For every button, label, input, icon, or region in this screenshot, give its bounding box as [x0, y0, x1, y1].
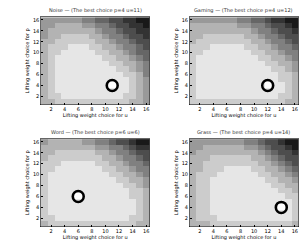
svg-text:2: 2: [185, 93, 188, 99]
svg-text:Lifting weight choice for p: Lifting weight choice for p: [24, 28, 31, 93]
svg-text:10: 10: [102, 228, 108, 234]
svg-text:2: 2: [185, 215, 188, 221]
svg-text:6: 6: [225, 228, 228, 234]
svg-text:12: 12: [116, 228, 122, 234]
svg-text:14: 14: [278, 228, 284, 234]
svg-text:4: 4: [63, 106, 66, 112]
svg-text:10: 10: [182, 171, 188, 177]
svg-text:10: 10: [102, 106, 108, 112]
svg-text:2: 2: [198, 228, 201, 234]
svg-text:8: 8: [185, 182, 188, 188]
svg-text:16: 16: [292, 228, 298, 234]
svg-text:10: 10: [33, 49, 39, 55]
svg-text:12: 12: [265, 228, 271, 234]
svg-text:Lifting weight choice for p: Lifting weight choice for p: [24, 150, 31, 215]
svg-text:4: 4: [36, 204, 39, 210]
svg-text:Lifting weight choice for u: Lifting weight choice for u: [63, 234, 128, 241]
svg-text:14: 14: [129, 228, 135, 234]
svg-text:Lifting weight choice for p: Lifting weight choice for p: [173, 150, 180, 215]
svg-text:6: 6: [185, 71, 188, 77]
svg-text:Lifting weight choice for u: Lifting weight choice for u: [211, 234, 276, 241]
svg-text:8: 8: [239, 106, 242, 112]
svg-text:6: 6: [36, 71, 39, 77]
svg-text:6: 6: [77, 106, 80, 112]
svg-text:Word — (The best choice p=6 u=: Word — (The best choice p=6 u=6): [51, 129, 140, 136]
svg-text:4: 4: [36, 82, 39, 88]
svg-text:4: 4: [63, 228, 66, 234]
svg-text:2: 2: [198, 106, 201, 112]
svg-text:8: 8: [185, 60, 188, 66]
svg-text:2: 2: [49, 106, 52, 112]
svg-text:16: 16: [182, 17, 188, 23]
svg-text:16: 16: [33, 139, 39, 145]
svg-text:14: 14: [33, 28, 39, 34]
svg-text:12: 12: [182, 160, 188, 166]
svg-text:6: 6: [36, 193, 39, 199]
svg-text:14: 14: [182, 150, 188, 156]
svg-text:2: 2: [49, 228, 52, 234]
svg-text:14: 14: [278, 106, 284, 112]
svg-text:6: 6: [77, 228, 80, 234]
svg-text:4: 4: [185, 82, 188, 88]
svg-text:10: 10: [251, 228, 257, 234]
svg-text:Lifting weight choice for u: Lifting weight choice for u: [211, 112, 276, 119]
svg-text:12: 12: [116, 106, 122, 112]
svg-text:4: 4: [185, 204, 188, 210]
svg-text:16: 16: [33, 17, 39, 23]
svg-text:10: 10: [33, 171, 39, 177]
svg-text:12: 12: [265, 106, 271, 112]
svg-text:6: 6: [225, 106, 228, 112]
svg-text:12: 12: [182, 39, 188, 45]
svg-text:Lifting weight choice for u: Lifting weight choice for u: [63, 112, 128, 119]
svg-text:2: 2: [36, 93, 39, 99]
svg-text:14: 14: [182, 28, 188, 34]
svg-text:6: 6: [185, 193, 188, 199]
svg-text:12: 12: [33, 160, 39, 166]
svg-text:16: 16: [292, 106, 298, 112]
svg-text:10: 10: [182, 49, 188, 55]
svg-text:Grass — (The best choice p=4 u: Grass — (The best choice p=4 u=14): [197, 129, 290, 136]
svg-text:16: 16: [182, 139, 188, 145]
svg-text:Gaming — (The best choice p=4: Gaming — (The best choice p=4 u=12): [194, 7, 293, 14]
svg-text:12: 12: [33, 39, 39, 45]
svg-text:14: 14: [33, 150, 39, 156]
svg-text:4: 4: [212, 228, 215, 234]
svg-text:4: 4: [212, 106, 215, 112]
svg-text:8: 8: [90, 228, 93, 234]
svg-text:8: 8: [36, 60, 39, 66]
svg-text:16: 16: [143, 228, 149, 234]
svg-text:8: 8: [90, 106, 93, 112]
svg-text:Noise — (The best choice p=4 u: Noise — (The best choice p=4 u=11): [49, 7, 142, 14]
svg-text:8: 8: [36, 182, 39, 188]
svg-text:16: 16: [143, 106, 149, 112]
svg-text:8: 8: [239, 228, 242, 234]
svg-text:Lifting weight choice for p: Lifting weight choice for p: [173, 28, 180, 93]
svg-text:14: 14: [129, 106, 135, 112]
svg-text:10: 10: [251, 106, 257, 112]
svg-text:2: 2: [36, 215, 39, 221]
